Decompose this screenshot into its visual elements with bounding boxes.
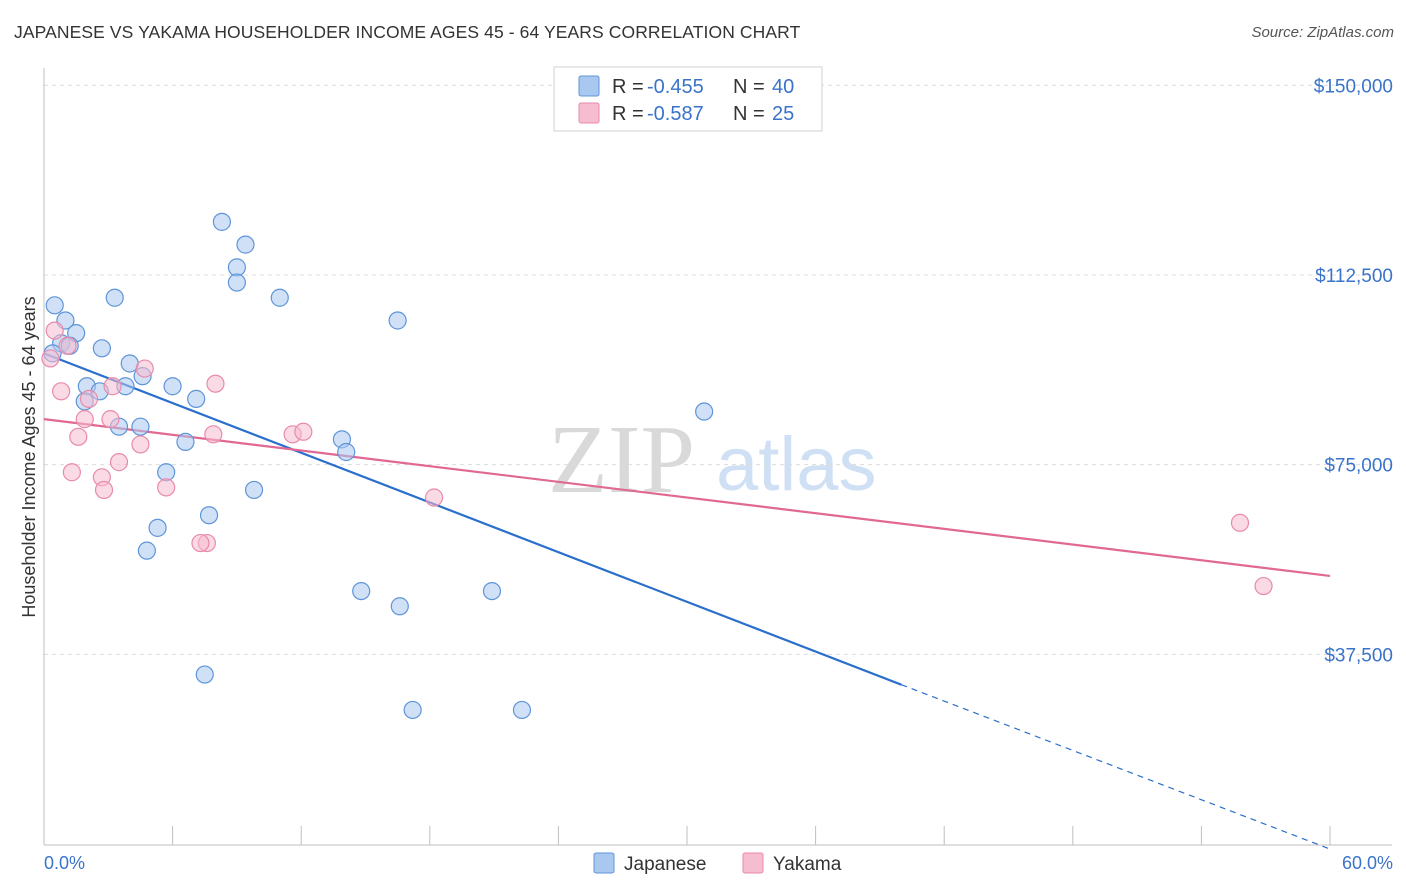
yakama-point bbox=[204, 425, 223, 444]
yakama-point bbox=[109, 453, 129, 472]
japanese-point bbox=[482, 581, 502, 601]
legend-japanese-swatch bbox=[593, 852, 615, 874]
japanese-point bbox=[157, 463, 176, 482]
yakama-point bbox=[157, 478, 176, 497]
yakama-point bbox=[52, 382, 71, 401]
x-tick-max: 60.0% bbox=[1342, 853, 1393, 873]
japanese-point bbox=[270, 288, 289, 307]
y-tick-labels: $37,500 $75,000 $112,500 $150,000 bbox=[1314, 76, 1393, 666]
y-tick-label: $37,500 bbox=[1324, 645, 1393, 666]
legend: Japanese Yakama bbox=[593, 852, 842, 875]
japanese-point bbox=[236, 235, 255, 254]
legend-yakama-label: Yakama bbox=[773, 854, 842, 875]
data-points bbox=[41, 212, 1273, 720]
yakama-point bbox=[75, 410, 94, 429]
yakama-point bbox=[424, 488, 444, 507]
japanese-n-value: 40 bbox=[772, 76, 794, 98]
yakama-point bbox=[135, 359, 154, 378]
japanese-n-label: N = bbox=[733, 76, 765, 98]
japanese-point bbox=[390, 597, 409, 616]
yakama-point bbox=[45, 321, 64, 340]
yakama-point bbox=[191, 533, 210, 553]
japanese-point bbox=[244, 480, 264, 500]
trendlines bbox=[43, 352, 1331, 850]
japanese-point bbox=[403, 700, 422, 720]
japanese-point bbox=[388, 311, 407, 330]
y-tick-label: $112,500 bbox=[1315, 266, 1393, 287]
japanese-point bbox=[148, 518, 167, 537]
gridlines bbox=[44, 84, 1392, 655]
yakama-n-label: N = bbox=[733, 103, 765, 125]
yakama-point bbox=[94, 480, 114, 500]
yakama-point bbox=[131, 435, 150, 454]
watermark-zip: ZIP bbox=[548, 406, 695, 514]
japanese-point bbox=[512, 700, 532, 720]
japanese-point bbox=[137, 541, 156, 560]
japanese-point bbox=[163, 377, 182, 396]
japanese-point bbox=[337, 442, 356, 462]
yakama-point bbox=[1230, 513, 1250, 532]
yakama-point bbox=[103, 377, 122, 396]
legend-yakama-swatch bbox=[742, 852, 764, 874]
japanese-r-label: R = bbox=[612, 76, 644, 98]
yakama-stat-swatch bbox=[578, 102, 600, 124]
yakama-point bbox=[69, 427, 88, 446]
chart-title: JAPANESE VS YAKAMA HOUSEHOLDER INCOME AG… bbox=[14, 22, 801, 42]
yakama-point bbox=[41, 349, 60, 368]
x-tick-min: 0.0% bbox=[44, 853, 85, 873]
yakama-point bbox=[58, 336, 77, 355]
japanese-stat-swatch bbox=[578, 75, 600, 97]
japanese-point bbox=[187, 389, 206, 408]
japanese-point bbox=[227, 273, 246, 292]
yakama-r-value: -0.587 bbox=[647, 103, 704, 125]
source-credit: Source: ZipAtlas.com bbox=[1251, 24, 1394, 41]
y-tick-label: $150,000 bbox=[1314, 76, 1393, 97]
japanese-point bbox=[352, 581, 371, 601]
japanese-point bbox=[131, 417, 150, 436]
japanese-trendline-extension bbox=[901, 684, 1331, 850]
yakama-point bbox=[62, 463, 81, 482]
yakama-n-value: 25 bbox=[772, 103, 794, 125]
yakama-point bbox=[79, 389, 99, 408]
yakama-point bbox=[1254, 576, 1273, 596]
yakama-point bbox=[294, 422, 313, 441]
japanese-trendline bbox=[43, 352, 902, 686]
yakama-trendline bbox=[43, 418, 1331, 578]
y-tick-label: $75,000 bbox=[1324, 456, 1393, 477]
stats-box: R = -0.455 N = 40 R = -0.587 N = 25 bbox=[553, 66, 823, 132]
yakama-r-label: R = bbox=[612, 103, 644, 125]
japanese-point bbox=[92, 339, 111, 358]
japanese-point bbox=[695, 402, 714, 421]
japanese-point bbox=[195, 665, 214, 684]
yakama-point bbox=[101, 410, 120, 429]
japanese-point bbox=[199, 506, 219, 525]
japanese-point bbox=[176, 432, 195, 451]
japanese-point bbox=[45, 296, 64, 315]
yakama-point bbox=[206, 374, 225, 393]
japanese-point bbox=[105, 288, 124, 307]
legend-japanese-label: Japanese bbox=[624, 854, 706, 875]
axes bbox=[43, 68, 1392, 846]
japanese-r-value: -0.455 bbox=[647, 76, 704, 98]
japanese-point bbox=[212, 212, 231, 231]
y-axis-label: Householder Income Ages 45 - 64 years bbox=[19, 296, 39, 617]
japanese-point bbox=[227, 258, 246, 277]
